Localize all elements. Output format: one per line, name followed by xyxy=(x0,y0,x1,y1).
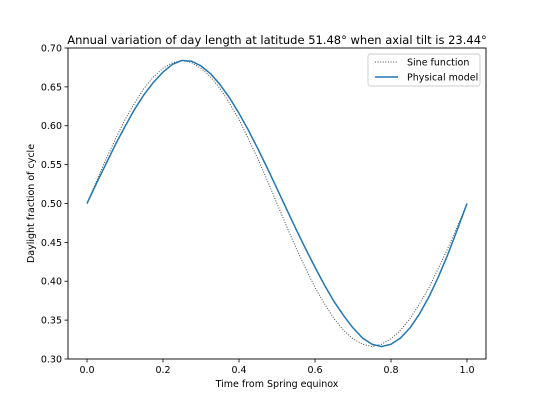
x-axis-label: Time from Spring equinox xyxy=(215,379,339,390)
x-tick-label: 0.8 xyxy=(383,365,398,376)
legend: Sine function Physical model xyxy=(367,53,481,87)
y-axis-label: Daylight fraction of cycle xyxy=(26,144,37,263)
y-tick-label: 0.60 xyxy=(41,121,62,132)
y-tick-label: 0.50 xyxy=(41,199,62,210)
y-tick-label: 0.30 xyxy=(41,354,62,365)
x-tick-label: 0.6 xyxy=(307,365,322,376)
series-line-sine-function xyxy=(86,59,468,348)
y-tick-label: 0.40 xyxy=(41,277,62,288)
x-tick-label: 0.0 xyxy=(79,365,94,376)
series-line-physical-model xyxy=(86,59,468,348)
y-tick-label: 0.35 xyxy=(41,316,62,327)
y-tick-label: 0.55 xyxy=(41,160,62,171)
chart-title: Annual variation of day length at latitu… xyxy=(67,33,487,47)
x-tick-label: 0.4 xyxy=(231,365,246,376)
y-tick-label: 0.45 xyxy=(41,238,62,249)
legend-label-sine-function: Sine function xyxy=(407,58,469,69)
x-tick-label: 0.2 xyxy=(155,365,170,376)
axis-ticks: 0.0 0.2 0.4 0.6 0.8 1.0 0.30 0.35 0.40 0.45 0.50 0.… xyxy=(41,43,475,376)
legend-label-physical-model: Physical model xyxy=(407,73,478,84)
x-tick-label: 1.0 xyxy=(459,365,474,376)
y-tick-label: 0.65 xyxy=(41,82,62,93)
y-tick-label: 0.70 xyxy=(41,43,62,54)
series-layer xyxy=(86,59,468,348)
